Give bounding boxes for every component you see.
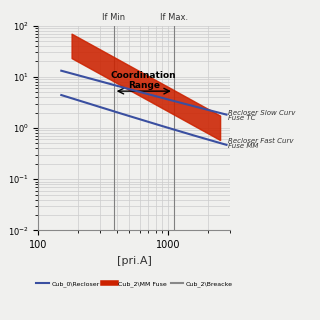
Legend: Cub_0\Recloser, Cub_2\MM Fuse, Cub_2\Breacke: Cub_0\Recloser, Cub_2\MM Fuse, Cub_2\Bre…: [34, 279, 235, 290]
Text: If Max.: If Max.: [160, 12, 188, 21]
Text: Recloser Slow Curv: Recloser Slow Curv: [228, 110, 295, 116]
Text: Fuse MM: Fuse MM: [228, 143, 258, 148]
Text: Fuse TC: Fuse TC: [228, 115, 255, 121]
Text: Recloser Fast Curv: Recloser Fast Curv: [228, 138, 293, 144]
X-axis label: [pri.A]: [pri.A]: [117, 256, 152, 266]
Text: Coordination
Range: Coordination Range: [111, 71, 177, 90]
Text: If Min: If Min: [102, 12, 125, 21]
